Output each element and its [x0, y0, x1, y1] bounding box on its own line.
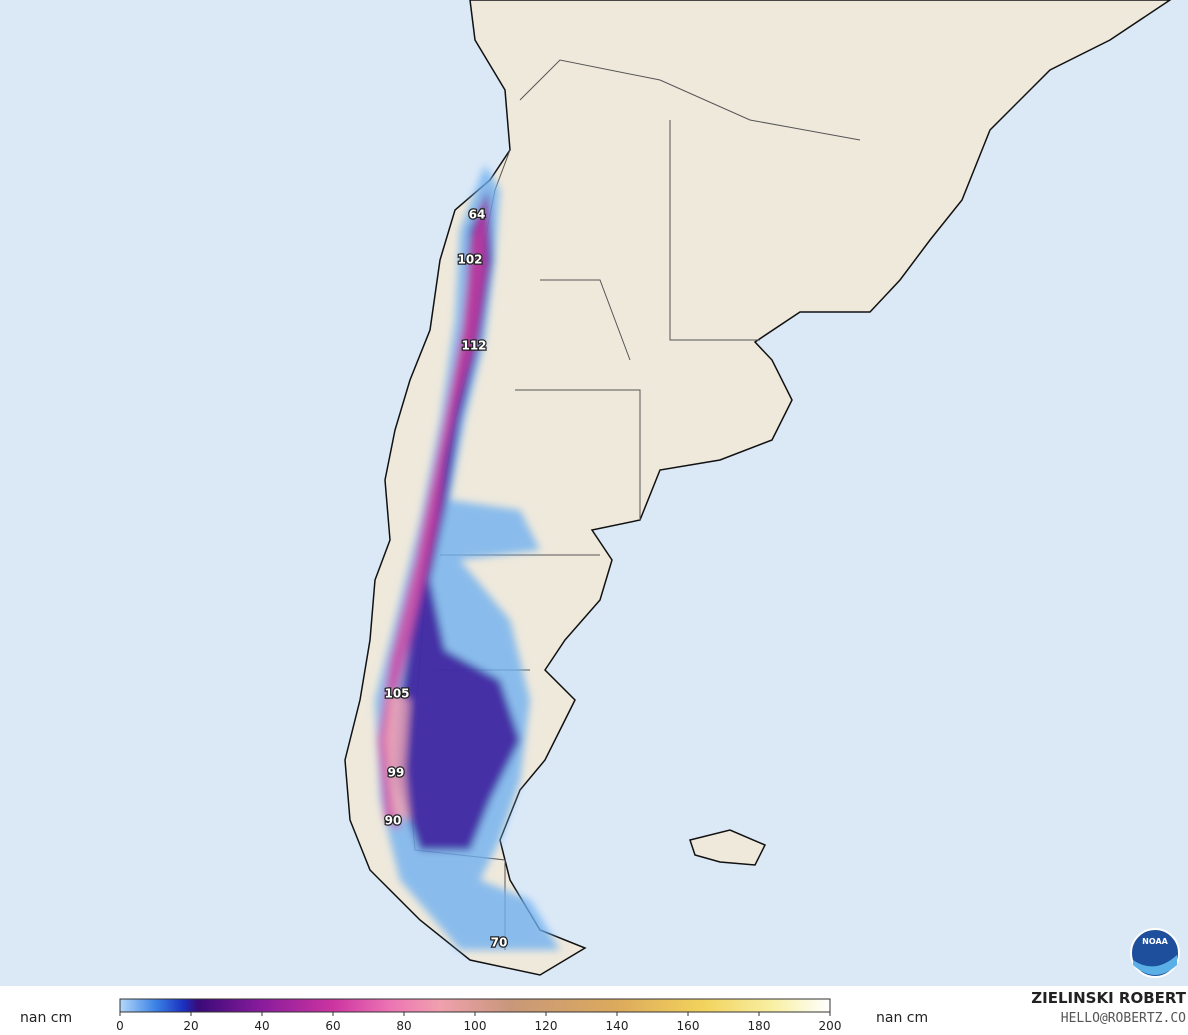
snow-field: [375, 165, 560, 950]
colorbar-tick-label: 0: [116, 1019, 124, 1033]
colorbar-tick-label: 180: [748, 1019, 771, 1033]
colorbar-tick-label: 40: [254, 1019, 269, 1033]
snow-label: 64: [469, 208, 486, 222]
unit-left: nan cm: [20, 1010, 72, 1026]
unit-right: nan cm: [876, 1010, 928, 1026]
snow-label: 105: [384, 687, 409, 701]
colorbar-tick-label: 100: [464, 1019, 487, 1033]
colorbar-tick-label: 60: [325, 1019, 340, 1033]
snow-label: 99: [388, 766, 405, 780]
colorbar-tick-label: 200: [819, 1019, 842, 1033]
colorbar-tick-label: 140: [606, 1019, 629, 1033]
colorbar-tick-label: 20: [183, 1019, 198, 1033]
land: [344, 0, 1172, 976]
snow-label: 70: [491, 936, 508, 950]
colorbar-tick-label: 120: [535, 1019, 558, 1033]
falklands: [689, 829, 767, 866]
colorbar-tick-label: 160: [677, 1019, 700, 1033]
snow-label: 90: [385, 814, 402, 828]
noaa-logo: NOAA: [1130, 928, 1180, 978]
logo-text: NOAA: [1142, 937, 1168, 946]
snow-label: 112: [461, 339, 486, 353]
colorbar: [119, 998, 831, 1013]
credit-email: HELLO@ROBERTZ.CO: [1061, 1011, 1186, 1026]
colorbar-tick-label: 80: [396, 1019, 411, 1033]
snow-label: 102: [457, 253, 482, 267]
credit-name: ZIELINSKI ROBERT: [1031, 989, 1186, 1007]
